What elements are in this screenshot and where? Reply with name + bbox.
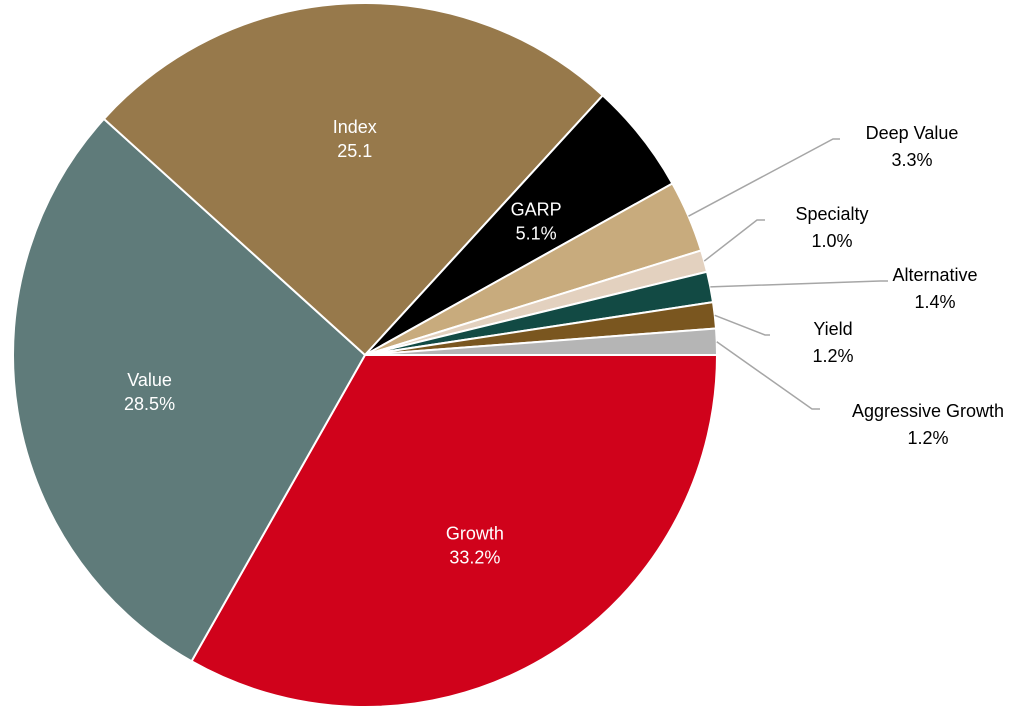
callout-label-deep-value: Deep Value 3.3% — [866, 123, 959, 170]
callout-label-alternative: Alternative 1.4% — [892, 265, 977, 312]
callout-label-specialty: Specialty 1.0% — [795, 204, 868, 251]
slice-labels: Growth 33.2% Value 28.5% Index 25.1 GARP 5.1% De… — [124, 117, 1004, 568]
callout-label-aggressive-growth: Aggressive Growth 1.2% — [852, 401, 1004, 448]
leader-line-specialty — [703, 219, 765, 262]
leader-line-alternative — [710, 280, 888, 288]
leader-lines — [688, 138, 888, 410]
pie-slices — [12, 2, 718, 708]
slice-label-index: Index 25.1 — [333, 117, 377, 161]
slice-value — [12, 117, 366, 663]
leader-line-yield — [714, 314, 770, 336]
slice-growth — [190, 354, 718, 708]
callout-label-yield: Yield 1.2% — [812, 319, 853, 366]
slice-label-growth: Growth 33.2% — [446, 524, 504, 568]
slice-label-value: Value 28.5% — [124, 370, 175, 414]
leader-line-aggressive-growth — [716, 341, 820, 410]
slice-index — [102, 2, 604, 356]
leader-line-deep-value — [688, 138, 840, 217]
slice-label-garp: GARP 5.1% — [511, 200, 562, 244]
